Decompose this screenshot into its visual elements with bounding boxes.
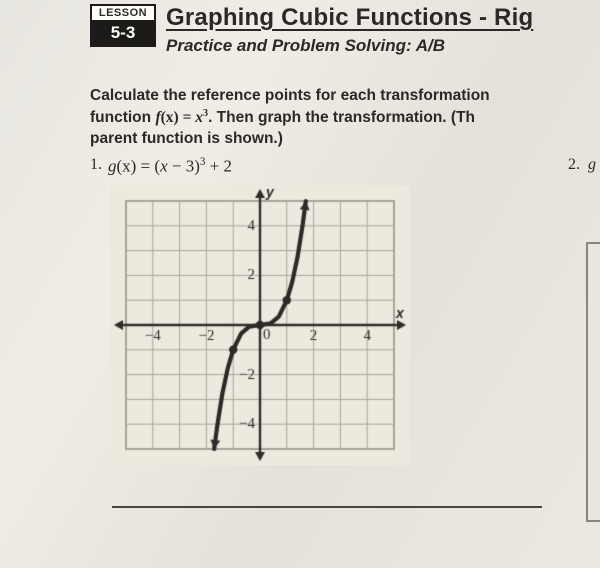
instructions-line1: Calculate the reference points for each … xyxy=(90,86,600,107)
problem-2-graph-edge xyxy=(586,242,600,522)
answer-line xyxy=(112,506,542,508)
problem-2: 2. g xyxy=(568,156,596,174)
lesson-number: 5-3 xyxy=(92,22,154,45)
problem-1-equation: g(x) = (x − 3)3 + 2 xyxy=(108,156,232,177)
title-block: Graphing Cubic Functions - Rig Practice … xyxy=(166,4,600,56)
instructions: Calculate the reference points for each … xyxy=(90,86,600,150)
page-title: Graphing Cubic Functions - Rig xyxy=(166,4,600,32)
instructions-line3: parent function is shown.) xyxy=(90,129,600,150)
lesson-header: LESSON 5-3 Graphing Cubic Functions - Ri… xyxy=(90,4,600,56)
graph-1 xyxy=(110,185,600,470)
graph-canvas xyxy=(110,185,410,465)
problem-1-number: 1. xyxy=(90,156,102,174)
instructions-line2: function f(x) = x3. Then graph the trans… xyxy=(90,107,600,129)
problem-1: 1. g(x) = (x − 3)3 + 2 2. g xyxy=(90,156,600,177)
page-subtitle: Practice and Problem Solving: A/B xyxy=(166,36,600,56)
lesson-label: LESSON xyxy=(92,6,154,22)
lesson-badge: LESSON 5-3 xyxy=(90,4,156,47)
